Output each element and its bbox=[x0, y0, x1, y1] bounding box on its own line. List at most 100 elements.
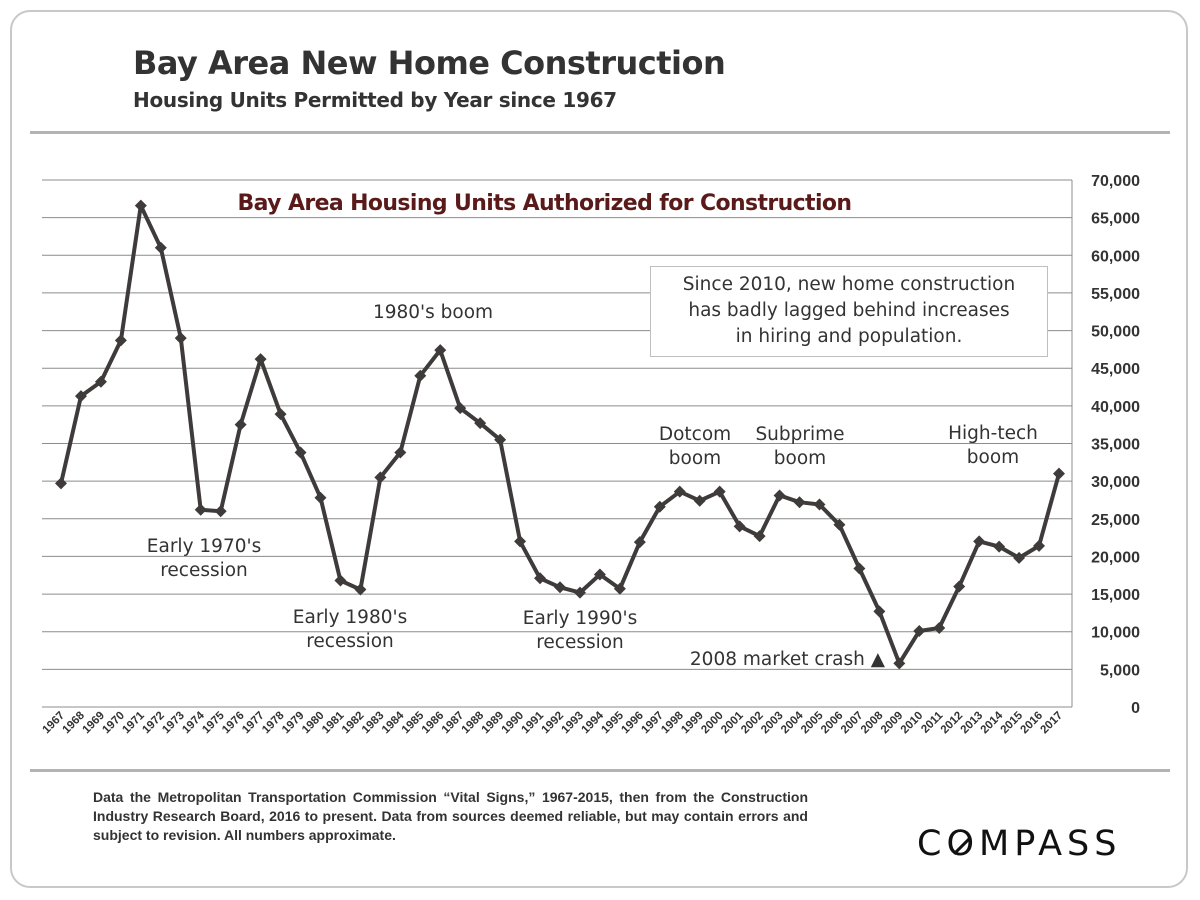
data-point bbox=[793, 496, 806, 509]
y-tick-label: 50,000 bbox=[1091, 324, 1140, 341]
x-tick-label: 1977 bbox=[240, 710, 267, 737]
x-tick-label: 1983 bbox=[360, 710, 387, 737]
annotation-label: Early 1990's bbox=[523, 608, 637, 629]
annotation-label: 2008 market crash ▲ bbox=[690, 649, 886, 670]
x-tick-label: 1994 bbox=[579, 709, 606, 736]
y-tick-label: 40,000 bbox=[1091, 399, 1140, 416]
x-tick-label: 2002 bbox=[739, 710, 766, 737]
y-tick-label: 35,000 bbox=[1091, 437, 1140, 454]
y-tick-label: 30,000 bbox=[1091, 474, 1140, 491]
annotation-label: High-tech bbox=[948, 423, 1038, 444]
data-point bbox=[873, 605, 886, 618]
data-point bbox=[74, 390, 87, 403]
data-point bbox=[753, 530, 766, 543]
data-point bbox=[713, 485, 726, 498]
y-tick-label: 0 bbox=[1131, 700, 1140, 717]
footer-divider bbox=[30, 769, 1170, 772]
x-tick-label: 1969 bbox=[80, 710, 107, 737]
data-point bbox=[833, 518, 846, 531]
x-tick-label: 1991 bbox=[520, 709, 547, 736]
data-point bbox=[953, 580, 966, 593]
data-point bbox=[194, 503, 207, 516]
page-title: Bay Area New Home Construction bbox=[133, 44, 726, 82]
x-tick-label: 1985 bbox=[400, 709, 427, 736]
data-point bbox=[973, 535, 986, 548]
data-point bbox=[853, 562, 866, 575]
data-point bbox=[374, 471, 387, 484]
annotation-label: Dotcom bbox=[659, 424, 731, 445]
data-point bbox=[1033, 539, 1046, 552]
x-tick-label: 2009 bbox=[879, 710, 906, 737]
x-tick-label: 1996 bbox=[619, 710, 646, 737]
y-tick-label: 70,000 bbox=[1091, 173, 1140, 190]
x-tick-label: 1998 bbox=[659, 709, 686, 736]
annotation-label: recession bbox=[160, 560, 248, 581]
x-tick-label: 2017 bbox=[1039, 710, 1066, 737]
callout-line: in hiring and population. bbox=[735, 326, 963, 347]
x-tick-label: 1984 bbox=[380, 709, 407, 736]
data-point bbox=[653, 500, 666, 513]
x-tick-label: 1967 bbox=[41, 710, 68, 737]
data-point bbox=[913, 624, 926, 637]
x-tick-label: 2007 bbox=[839, 710, 866, 737]
data-point bbox=[494, 433, 507, 446]
y-tick-label: 5,000 bbox=[1100, 662, 1140, 679]
data-point bbox=[813, 498, 826, 511]
y-tick-label: 10,000 bbox=[1091, 625, 1140, 642]
x-tick-label: 1993 bbox=[559, 710, 586, 737]
data-point bbox=[773, 489, 786, 502]
x-tick-label: 1992 bbox=[540, 710, 567, 737]
data-point bbox=[573, 586, 586, 599]
data-point bbox=[134, 199, 147, 212]
annotation-label: boom bbox=[774, 448, 826, 469]
x-tick-label: 1975 bbox=[200, 709, 227, 736]
data-point bbox=[693, 494, 706, 507]
annotation-label: recession bbox=[306, 631, 394, 652]
data-point bbox=[174, 332, 187, 345]
x-tick-label: 2013 bbox=[959, 710, 986, 737]
x-tick-label: 2015 bbox=[999, 709, 1026, 736]
x-tick-label: 2016 bbox=[1019, 710, 1046, 737]
x-tick-label: 2006 bbox=[819, 710, 846, 737]
x-tick-label: 1999 bbox=[679, 710, 706, 737]
data-point bbox=[354, 583, 367, 596]
x-tick-label: 1987 bbox=[440, 710, 467, 737]
x-tick-label: 1981 bbox=[320, 709, 347, 736]
annotation-label: 1980's boom bbox=[373, 302, 493, 323]
data-point bbox=[394, 446, 407, 459]
x-tick-label: 2008 bbox=[859, 709, 886, 736]
header-divider bbox=[30, 131, 1170, 134]
data-point bbox=[294, 446, 307, 459]
data-point bbox=[474, 417, 487, 430]
callout-box: Since 2010, new home construction has ba… bbox=[650, 266, 1048, 357]
data-point bbox=[673, 485, 686, 498]
data-point bbox=[214, 505, 227, 518]
data-point bbox=[633, 536, 646, 549]
data-point bbox=[55, 477, 67, 490]
y-tick-label: 45,000 bbox=[1091, 361, 1140, 378]
data-point bbox=[733, 520, 746, 533]
annotation-label: boom bbox=[669, 448, 721, 469]
data-point bbox=[314, 491, 327, 504]
x-tick-label: 1980 bbox=[300, 710, 327, 737]
x-tick-label: 2003 bbox=[759, 710, 786, 737]
x-tick-label: 1997 bbox=[639, 710, 666, 737]
source-note: Data the Metropolitan Transportation Com… bbox=[93, 789, 808, 843]
y-tick-label: 60,000 bbox=[1091, 248, 1140, 265]
y-tick-label: 25,000 bbox=[1091, 512, 1140, 529]
data-point bbox=[94, 375, 107, 388]
x-tick-label: 1990 bbox=[500, 710, 527, 737]
x-tick-label: 1970 bbox=[100, 710, 127, 737]
annotation-label: Early 1980's bbox=[293, 607, 407, 628]
data-point bbox=[1013, 551, 1026, 564]
data-point bbox=[993, 540, 1006, 553]
x-tick-label: 1972 bbox=[140, 710, 167, 737]
x-tick-label: 1995 bbox=[599, 709, 626, 736]
x-tick-label: 1976 bbox=[220, 710, 247, 737]
y-tick-label: 15,000 bbox=[1091, 587, 1140, 604]
x-tick-label: 1973 bbox=[160, 710, 187, 737]
x-tick-label: 1986 bbox=[420, 710, 447, 737]
data-point bbox=[434, 344, 447, 357]
annotation-label: Early 1970's bbox=[147, 536, 261, 557]
data-point bbox=[254, 353, 267, 366]
